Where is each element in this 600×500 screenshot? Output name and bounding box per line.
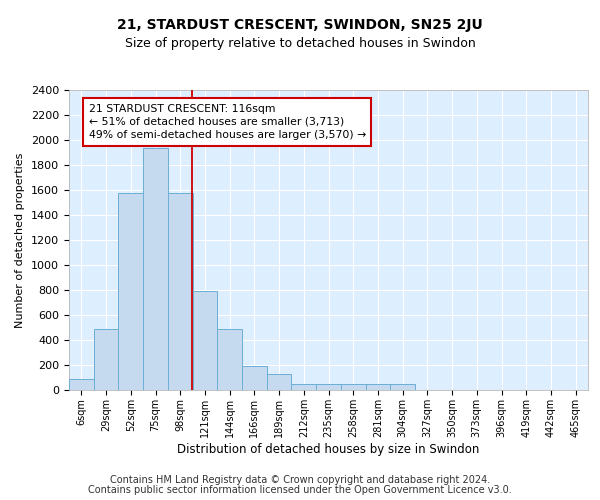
- Bar: [217, 329, 242, 390]
- Bar: [69, 379, 94, 390]
- Bar: [390, 384, 415, 390]
- Bar: [316, 384, 341, 390]
- Bar: [292, 384, 316, 390]
- Bar: [341, 384, 365, 390]
- Bar: [267, 374, 292, 390]
- Bar: [143, 148, 168, 390]
- Bar: [193, 291, 217, 390]
- Bar: [365, 384, 390, 390]
- Text: Contains HM Land Registry data © Crown copyright and database right 2024.: Contains HM Land Registry data © Crown c…: [110, 475, 490, 485]
- Bar: [94, 329, 118, 390]
- Text: 21 STARDUST CRESCENT: 116sqm
← 51% of detached houses are smaller (3,713)
49% of: 21 STARDUST CRESCENT: 116sqm ← 51% of de…: [89, 104, 366, 140]
- Bar: [242, 366, 267, 390]
- Text: Size of property relative to detached houses in Swindon: Size of property relative to detached ho…: [125, 38, 475, 51]
- Y-axis label: Number of detached properties: Number of detached properties: [16, 152, 25, 328]
- X-axis label: Distribution of detached houses by size in Swindon: Distribution of detached houses by size …: [178, 442, 479, 456]
- Text: Contains public sector information licensed under the Open Government Licence v3: Contains public sector information licen…: [88, 485, 512, 495]
- Bar: [168, 192, 193, 390]
- Bar: [118, 192, 143, 390]
- Text: 21, STARDUST CRESCENT, SWINDON, SN25 2JU: 21, STARDUST CRESCENT, SWINDON, SN25 2JU: [117, 18, 483, 32]
